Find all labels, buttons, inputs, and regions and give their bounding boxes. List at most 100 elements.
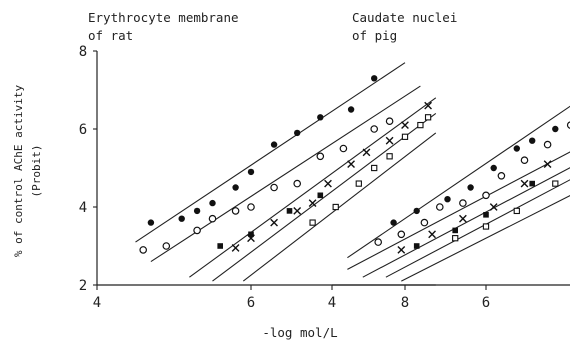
data-point-open-circle — [316, 152, 325, 161]
data-point-open-circle — [293, 179, 302, 188]
panel-right-title-line2: of pig — [352, 28, 397, 43]
regression-line — [362, 167, 570, 278]
data-point-open-circle — [397, 230, 406, 239]
data-point-filled-circle — [529, 137, 536, 144]
data-point-open-circle — [566, 121, 570, 129]
data-point-open-circle — [420, 218, 429, 227]
x-tick-label: 8 — [401, 295, 409, 311]
data-point-filled-square — [286, 208, 293, 214]
regression-line — [242, 132, 437, 282]
x-tick-label: 4 — [93, 295, 101, 311]
data-point-cross — [270, 218, 278, 227]
data-point-cross — [424, 101, 432, 110]
data-point-cross — [428, 230, 436, 239]
data-point-open-square — [332, 203, 339, 211]
data-point-open-circle — [543, 140, 552, 149]
data-point-open-circle — [208, 214, 217, 223]
y-tick-label: 6 — [79, 122, 87, 138]
panel-right-title-line1: Caudate nuclei — [352, 10, 457, 25]
data-point-open-square — [452, 235, 459, 242]
data-point-open-circle — [193, 226, 201, 235]
regression-line — [385, 179, 570, 278]
data-point-open-circle — [459, 199, 467, 207]
data-point-filled-square — [217, 243, 223, 249]
data-point-cross — [308, 199, 317, 207]
data-point-open-square — [417, 121, 424, 129]
data-point-open-circle — [162, 242, 171, 250]
data-point-open-circle — [270, 183, 278, 192]
panel-left-title-line2: of rat — [88, 28, 133, 43]
data-point-cross — [324, 179, 332, 188]
x-tick-label: 6 — [482, 295, 490, 311]
data-point-open-circle — [139, 246, 148, 254]
data-point-cross — [459, 214, 467, 223]
data-point-filled-circle — [232, 184, 239, 191]
data-point-filled-square — [483, 212, 489, 218]
x-tick-label: 6 — [247, 295, 255, 311]
regression-line — [189, 97, 437, 278]
data-point-filled-circle — [371, 75, 378, 82]
data-point-cross — [362, 148, 371, 157]
data-point-open-square — [386, 153, 393, 160]
data-point-filled-circle — [490, 164, 497, 172]
data-point-open-circle — [370, 125, 379, 133]
data-point-filled-square — [248, 231, 254, 238]
panel-left-title-line1: Erythrocyte membrane — [88, 10, 239, 25]
panel-right: Caudate nuclei of pig 46810 — [328, 10, 570, 311]
data-point-open-circle — [231, 207, 240, 215]
regression-line — [135, 62, 406, 243]
data-point-open-square — [482, 223, 490, 230]
data-point-filled-square — [452, 227, 458, 234]
data-point-open-square — [513, 207, 520, 215]
data-point-filled-square — [529, 180, 535, 187]
data-point-filled-circle — [347, 106, 355, 113]
y-tick-label: 4 — [79, 200, 87, 216]
data-point-cross — [397, 246, 406, 254]
data-point-open-circle — [339, 144, 348, 153]
data-point-filled-circle — [317, 114, 324, 121]
regression-line — [212, 112, 437, 282]
data-point-open-circle — [520, 156, 529, 165]
regression-line — [401, 195, 570, 282]
data-point-open-circle — [497, 172, 506, 180]
y-axis-label-line1: % of control AChE activity — [12, 85, 25, 258]
y-tick-label: 2 — [79, 278, 87, 294]
data-point-cross — [293, 207, 302, 215]
data-point-cross — [543, 160, 552, 168]
data-point-open-circle — [482, 191, 490, 200]
x-tick-label: 4 — [328, 295, 336, 311]
data-point-open-circle — [247, 203, 255, 211]
data-point-cross — [231, 244, 240, 252]
data-point-filled-square — [413, 243, 420, 249]
data-point-cross — [520, 179, 529, 188]
data-point-cross — [401, 121, 409, 129]
data-point-cross — [347, 160, 355, 168]
data-point-filled-circle — [209, 199, 216, 207]
data-point-filled-circle — [247, 168, 255, 176]
regression-line — [347, 105, 570, 259]
data-point-open-square — [424, 114, 432, 121]
data-point-open-square — [371, 164, 378, 172]
data-point-cross — [385, 136, 394, 145]
data-point-open-square — [355, 180, 362, 187]
data-point-filled-circle — [193, 207, 201, 215]
y-axis-label-line2: (Probit) — [30, 145, 43, 198]
data-point-filled-circle — [390, 219, 397, 226]
data-point-filled-circle — [294, 129, 301, 137]
data-point-filled-circle — [513, 145, 520, 152]
data-point-open-circle — [435, 203, 444, 211]
data-point-filled-circle — [444, 196, 451, 203]
data-point-filled-circle — [467, 184, 474, 191]
data-point-open-circle — [374, 238, 383, 246]
data-point-filled-circle — [270, 141, 278, 148]
data-point-filled-circle — [413, 207, 420, 215]
x-axis-label: -log mol/L — [262, 325, 337, 340]
data-point-filled-circle — [552, 125, 559, 133]
data-point-open-square — [552, 180, 559, 187]
data-point-open-square — [401, 133, 409, 140]
regression-line — [347, 151, 570, 270]
data-point-filled-square — [317, 192, 324, 199]
data-point-open-square — [309, 219, 316, 226]
